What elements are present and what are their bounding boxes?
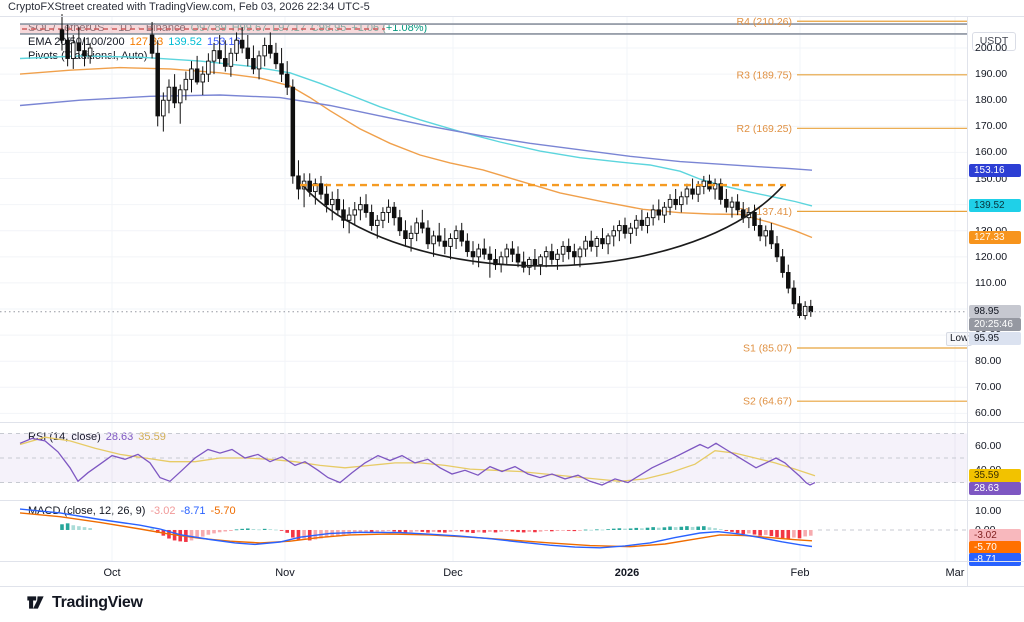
time-axis-label[interactable]: Oct bbox=[103, 567, 121, 579]
ohlc-close: C98.95 bbox=[310, 22, 347, 34]
currency-axis-label[interactable]: USDT bbox=[972, 32, 1016, 51]
legend-separator: · bbox=[137, 22, 141, 34]
tradingview-logo-text: TradingView bbox=[52, 593, 143, 611]
macd-legend-label: MACD (close, 12, 26, 9) bbox=[28, 505, 146, 517]
ema-legend-label: EMA 20/50/100/200 bbox=[28, 36, 125, 48]
rsi-legend[interactable]: RSI (14, close) 28.63 35.59 bbox=[28, 431, 176, 443]
macd-tick: 10.00 bbox=[975, 504, 1002, 517]
bar-countdown-badge: 20:25:46 bbox=[969, 318, 1021, 332]
ohlc-change: +1.06 (+1.08%) bbox=[351, 22, 428, 34]
ema-price-badge: 127.33 bbox=[969, 231, 1021, 245]
price-tick: 160.00 bbox=[975, 146, 1008, 159]
rsi-tick: 60.00 bbox=[975, 439, 1002, 452]
tradingview-logo-icon bbox=[27, 596, 44, 609]
ema50-line bbox=[19, 66, 813, 239]
pane-divider-timeaxis bbox=[0, 561, 1024, 562]
pane-divider-top bbox=[0, 16, 1024, 17]
macd-value-1: -8.71 bbox=[180, 505, 206, 517]
ema-value-1: 139.52 bbox=[168, 36, 202, 48]
ema-value-2: 153.16 bbox=[206, 36, 241, 48]
exchange-label: Binance bbox=[145, 22, 186, 34]
price-tick: 130.00 bbox=[975, 224, 1008, 237]
price-tick: 180.00 bbox=[975, 94, 1008, 107]
price-tick: 80.00 bbox=[975, 355, 1002, 368]
rsi-value-0: 28.63 bbox=[105, 431, 134, 443]
cup-pattern-arc bbox=[302, 185, 784, 267]
macd-value-badge: -3.02 bbox=[969, 529, 1021, 543]
rsi-line bbox=[19, 437, 816, 486]
low-price-badge: 95.95 bbox=[969, 331, 1021, 345]
rsi-value-1: 35.59 bbox=[138, 431, 166, 443]
ohlc-high: H99.67 bbox=[231, 22, 268, 34]
ema200-line bbox=[19, 94, 813, 171]
macd-tick: 0.00 bbox=[975, 523, 996, 536]
pivot-label: R4 (210.26) bbox=[737, 16, 792, 28]
price-tick: 190.00 bbox=[975, 68, 1008, 81]
rsi-legend-values: 28.63 35.59 bbox=[106, 431, 171, 443]
macd-value-badge: -5.70 bbox=[969, 541, 1021, 555]
ema100-line bbox=[19, 55, 813, 207]
rsi-value-badge: 35.59 bbox=[969, 469, 1021, 483]
price-tick: 60.00 bbox=[975, 407, 1002, 420]
symbol-name: SOL / TetherUS bbox=[28, 22, 105, 34]
ohlc-open: O97.89 bbox=[190, 22, 227, 34]
price-tick: 110.00 bbox=[975, 276, 1007, 289]
pivot-label: R1 (137.41) bbox=[737, 206, 792, 218]
price-axis-border[interactable] bbox=[967, 17, 968, 586]
time-axis-label[interactable]: Feb bbox=[790, 567, 810, 579]
macd-legend-values: -3.02 -8.71 -5.70 bbox=[150, 505, 240, 517]
legend-separator: · bbox=[109, 22, 114, 34]
macd-value-badge: -8.71 bbox=[969, 553, 1021, 567]
time-axis-label[interactable]: Nov bbox=[275, 567, 295, 579]
chart-credit: CryptoFXStreet created with TradingView.… bbox=[8, 1, 370, 13]
price-tick: 70.00 bbox=[975, 381, 1002, 394]
pivot-label: R3 (189.75) bbox=[737, 69, 792, 81]
time-axis-label[interactable]: Mar bbox=[945, 567, 965, 579]
price-tick: 150.00 bbox=[975, 172, 1008, 185]
macd-value-0: -3.02 bbox=[150, 505, 176, 517]
ema-legend-values: 127.33 139.52 153.16 bbox=[130, 36, 246, 48]
pane-divider-macd[interactable] bbox=[0, 500, 1024, 501]
time-axis-label[interactable]: 2026 bbox=[614, 567, 640, 579]
macd-signal-line bbox=[19, 512, 813, 548]
rsi-tick: 40.00 bbox=[975, 464, 1002, 477]
ema-price-badge: 139.52 bbox=[969, 199, 1021, 213]
price-tick: 100.00 bbox=[975, 303, 1008, 315]
pivots-legend-label: Pivots (Traditional, Auto) bbox=[28, 50, 148, 62]
pane-divider-rsi[interactable] bbox=[0, 422, 1024, 423]
low-label-pill: Low bbox=[946, 331, 973, 346]
symbol-legend[interactable]: SOL / TetherUS · 1D · Binance O97.89 H99.67 L97… bbox=[28, 22, 432, 34]
ema-legend[interactable]: EMA 20/50/100/200 127.33 139.52 153.16 bbox=[28, 36, 251, 48]
macd-tick: -10.00 bbox=[975, 542, 1005, 555]
pivot-label: S2 (64.67) bbox=[743, 396, 792, 408]
price-tick: 170.00 bbox=[975, 120, 1008, 133]
pivots-legend[interactable]: Pivots (Traditional, Auto) bbox=[28, 50, 152, 62]
rsi-ma-line bbox=[19, 436, 816, 482]
price-tick: 120.00 bbox=[975, 250, 1008, 263]
last-price-badge: 98.95 bbox=[969, 305, 1021, 319]
pivot-label: R2 (169.25) bbox=[737, 123, 792, 135]
rsi-value-badge: 28.63 bbox=[969, 482, 1021, 496]
macd-value-2: -5.70 bbox=[210, 505, 236, 517]
ohlc-low: L97.17 bbox=[272, 22, 306, 34]
chart-bottom-border bbox=[0, 586, 1024, 587]
tradingview-logo[interactable]: TradingView bbox=[26, 593, 143, 612]
price-tick: 140.00 bbox=[975, 198, 1008, 211]
ema-value-0: 127.33 bbox=[129, 36, 164, 48]
time-axis-label[interactable]: Dec bbox=[443, 567, 463, 579]
ema-price-badge: 153.16 bbox=[969, 163, 1021, 177]
rsi-legend-label: RSI (14, close) bbox=[28, 431, 101, 443]
price-tick: 90.00 bbox=[975, 329, 1002, 342]
macd-legend[interactable]: MACD (close, 12, 26, 9) -3.02 -8.71 -5.70 bbox=[28, 505, 246, 517]
pivot-label: S1 (85.07) bbox=[743, 342, 792, 354]
timeframe-label[interactable]: 1D bbox=[118, 22, 133, 34]
